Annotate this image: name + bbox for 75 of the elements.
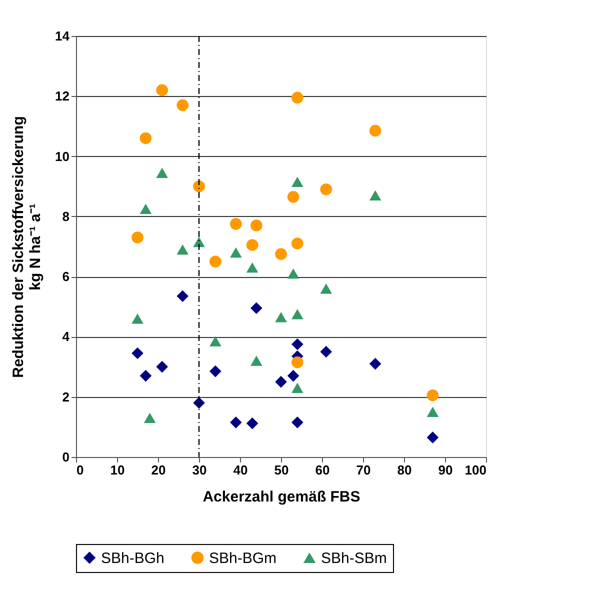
point [426,389,439,402]
x-tick-label: 80 [397,462,412,478]
point [320,183,332,196]
y-tick-label: 12 [55,88,70,104]
legend-label: SBh-BGh [101,550,164,567]
point [176,244,189,255]
point [193,180,205,192]
point [193,236,205,248]
y-tick-label: 4 [62,329,70,344]
y-tick-label: 0 [62,450,70,464]
y-axis-title: Reduktion der Sickstoffversickerung kg N ha⁻¹ a⁻¹ [10,116,44,378]
point [369,358,382,370]
x-tick-label: 30 [192,462,207,478]
point [230,416,242,428]
x-tick-label: 40 [233,462,248,478]
point [250,220,262,232]
x-tick-label: 100 [464,462,486,478]
point [156,168,168,178]
point [246,417,258,430]
x-tick-label: 50 [274,462,289,478]
point [209,365,222,378]
point [426,406,439,418]
point [156,360,168,373]
x-tick-label: 0 [76,462,84,478]
point [246,262,258,273]
x-axis-title: Ackerzahl gemäß FBS [202,488,360,506]
y-tick-label: 10 [55,148,70,164]
point [144,412,156,424]
y-tick-label: 2 [62,389,70,404]
point [209,336,222,346]
point [132,314,144,324]
point [291,309,304,320]
point [250,356,262,366]
legend-label: SBh-BGm [209,550,277,567]
y-tick-label: 14 [55,28,70,44]
x-tick-label: 60 [315,462,330,478]
point [132,347,144,360]
point [156,84,168,96]
point [291,176,304,187]
point [287,370,300,382]
point [230,247,242,258]
point [291,416,304,428]
y-tick-label: 6 [62,269,70,284]
x-tick-label: 20 [151,462,166,478]
point [193,396,205,409]
x-tick-label: 90 [438,462,453,478]
point [230,218,242,230]
point [246,239,258,251]
point [291,356,304,368]
point [140,132,152,144]
point [320,283,332,294]
point [287,268,300,279]
point [320,346,332,358]
x-tick-label: 10 [110,462,125,478]
point [287,190,300,203]
x-tick-label: 70 [356,462,371,478]
point [291,382,304,393]
point [132,232,144,244]
point [426,432,439,444]
legend-label: SBh-SBm [321,550,387,567]
point [291,92,304,104]
point [140,204,152,214]
point [291,238,304,250]
point [176,290,189,302]
point [369,124,382,137]
point [250,302,262,314]
point [176,99,189,112]
point [291,338,304,350]
point [275,376,287,388]
point [209,256,222,268]
point [275,312,287,322]
point [140,370,152,382]
point [275,248,287,260]
y-tick-label: 8 [62,208,70,224]
point [369,190,382,200]
